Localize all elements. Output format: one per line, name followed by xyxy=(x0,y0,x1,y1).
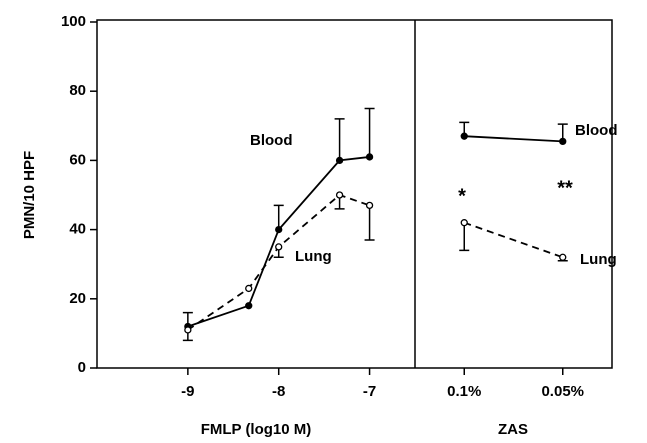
x-axis-label: FMLP (log10 M) xyxy=(201,421,312,438)
y-tick-label: 100 xyxy=(61,13,86,30)
data-point xyxy=(184,326,192,334)
data-point xyxy=(365,153,374,161)
y-axis-label: PMN/10 HPF xyxy=(21,151,38,239)
series-label: Blood xyxy=(575,122,618,139)
data-point xyxy=(559,137,567,146)
data-point xyxy=(559,253,567,261)
series-label: Lung xyxy=(580,251,617,268)
y-tick-label: 80 xyxy=(69,82,86,99)
series-line xyxy=(187,156,370,328)
plot-frame xyxy=(96,19,613,369)
x-tick-label: -8 xyxy=(272,383,285,400)
series-line xyxy=(464,135,563,143)
error-bar xyxy=(364,205,375,241)
error-bar xyxy=(364,107,375,157)
data-point xyxy=(275,225,283,234)
data-point xyxy=(460,219,468,227)
annotation: ** xyxy=(557,177,573,199)
data-point xyxy=(460,132,468,140)
series-line xyxy=(463,221,564,259)
y-tick-label: 40 xyxy=(69,221,86,238)
annotation: * xyxy=(458,185,466,207)
y-tick-label: 0 xyxy=(78,359,86,376)
data-point xyxy=(245,284,253,293)
data-point xyxy=(335,191,344,199)
data-point xyxy=(275,243,283,251)
x-tick-label: 0.05% xyxy=(541,383,584,400)
data-point xyxy=(245,302,253,310)
y-tick-label: 60 xyxy=(69,151,86,168)
error-bar xyxy=(459,222,470,252)
series-label: Blood xyxy=(250,132,293,149)
data-point xyxy=(335,156,344,165)
y-tick-label: 20 xyxy=(69,290,86,307)
series-label: Lung xyxy=(295,248,332,265)
x-tick-label: -9 xyxy=(181,383,194,400)
error-bar xyxy=(334,118,345,161)
x-tick-label: -7 xyxy=(363,383,376,400)
x-tick-label: 0.1% xyxy=(447,383,481,400)
x-axis-label: ZAS xyxy=(498,421,528,438)
data-point xyxy=(365,201,374,210)
error-bar xyxy=(273,204,284,230)
